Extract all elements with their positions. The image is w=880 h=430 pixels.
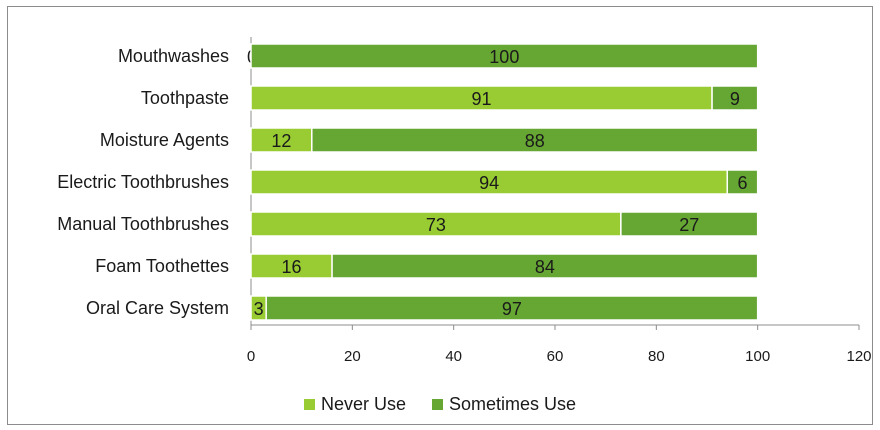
data-label-never-use-electric-toothbrushes: 94 <box>479 173 499 193</box>
bar-sometimes-use-electric-toothbrushes <box>726 169 759 195</box>
x-tick-label: 40 <box>445 348 462 365</box>
data-label-sometimes-use-electric-toothbrushes: 6 <box>737 173 747 193</box>
bar-sometimes-use-moisture-agents <box>311 127 759 153</box>
bar-sometimes-use-toothpaste <box>711 85 759 111</box>
category-label-foam-toothettes: Foam Toothettes <box>95 256 229 276</box>
x-tick-label: 100 <box>745 348 770 365</box>
data-label-sometimes-use-foam-toothettes: 84 <box>535 257 555 277</box>
category-label-moisture-agents: Moisture Agents <box>100 130 229 150</box>
legend-item-never-use: Never Use <box>303 394 406 415</box>
data-label-sometimes-use-mouthwashes: 100 <box>489 47 519 67</box>
legend: Never Use Sometimes Use <box>0 394 880 415</box>
category-label-toothpaste: Toothpaste <box>141 88 229 108</box>
bar-sometimes-use-foam-toothettes <box>331 253 759 279</box>
data-label-never-use-toothpaste: 91 <box>472 89 492 109</box>
data-label-sometimes-use-manual-toothbrushes: 27 <box>679 215 699 235</box>
data-label-sometimes-use-oral-care-system: 97 <box>502 299 522 319</box>
data-label-never-use-foam-toothettes: 16 <box>282 257 302 277</box>
legend-swatch-sometimes-use <box>431 399 443 410</box>
x-tick-label: 120 <box>846 348 871 365</box>
bar-sometimes-use-oral-care-system <box>265 295 759 321</box>
legend-swatch-never-use <box>303 399 315 410</box>
x-tick-label: 20 <box>344 348 361 365</box>
data-label-sometimes-use-moisture-agents: 88 <box>525 131 545 151</box>
category-label-electric-toothbrushes: Electric Toothbrushes <box>57 172 229 192</box>
data-label-never-use-moisture-agents: 12 <box>271 131 291 151</box>
data-label-never-use-oral-care-system: 3 <box>254 299 264 319</box>
legend-item-sometimes-use: Sometimes Use <box>431 394 577 415</box>
legend-label-sometimes-use: Sometimes Use <box>448 394 577 414</box>
data-label-sometimes-use-toothpaste: 9 <box>730 89 740 109</box>
data-label-never-use-manual-toothbrushes: 73 <box>426 215 446 235</box>
category-label-oral-care-system: Oral Care System <box>86 298 229 318</box>
x-tick-label: 80 <box>648 348 665 365</box>
x-tick-label: 0 <box>247 348 255 365</box>
bar-sometimes-use-mouthwashes <box>250 43 759 69</box>
x-tick-label: 60 <box>547 348 564 365</box>
bar-sometimes-use-manual-toothbrushes <box>620 211 759 237</box>
category-label-manual-toothbrushes: Manual Toothbrushes <box>57 214 229 234</box>
legend-label-never-use: Never Use <box>320 394 406 414</box>
category-label-mouthwashes: Mouthwashes <box>118 46 229 66</box>
